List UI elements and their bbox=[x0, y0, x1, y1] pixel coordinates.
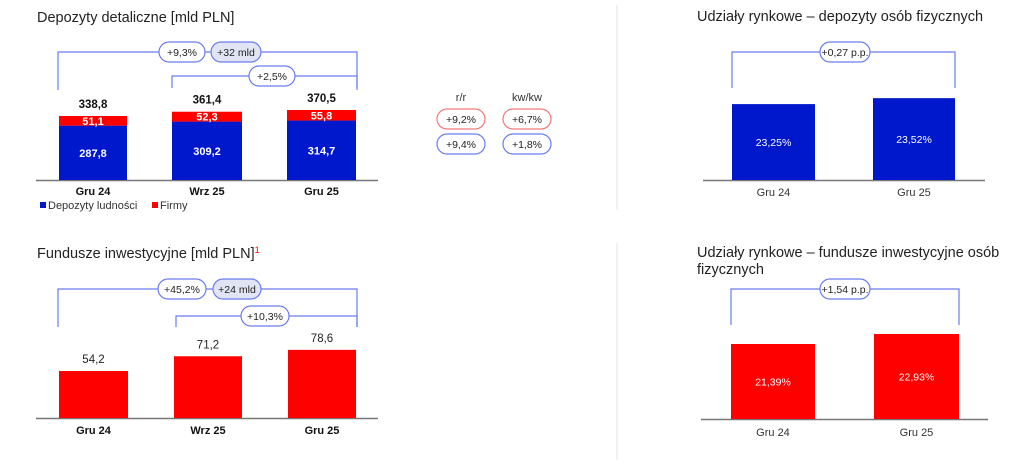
chart-title-line1: Udziały rynkowe – fundusze inwestycyjne … bbox=[697, 245, 999, 261]
category-label: Gru 25 bbox=[304, 186, 339, 198]
pill-pct-yoy bbox=[158, 41, 206, 63]
pill-pct-qoq-label: +10,3% bbox=[247, 311, 283, 323]
bar-fundusze bbox=[174, 356, 242, 418]
data-label-firmy: 55,8 bbox=[311, 110, 332, 122]
data-label: 54,2 bbox=[82, 354, 104, 366]
category-label: Gru 25 bbox=[897, 187, 931, 199]
category-label: Gru 25 bbox=[305, 425, 340, 437]
chart-title: Udziały rynkowe – depozyty osób fizyczny… bbox=[697, 9, 983, 25]
growth-ludnosci-rr-label: +9,4% bbox=[446, 139, 476, 151]
data-label: 78,6 bbox=[311, 333, 333, 345]
pill-pct-yoy-label: +9,3% bbox=[167, 47, 197, 59]
growth-ludnosci-rr bbox=[436, 133, 486, 155]
total-label: 338,8 bbox=[79, 99, 108, 111]
chart-title-line2: fizycznych bbox=[697, 262, 764, 278]
pill-pct-yoy-label: +45,2% bbox=[164, 284, 200, 296]
bar-firmy bbox=[172, 111, 242, 122]
pill-pct-qoq bbox=[248, 65, 296, 87]
pill-change bbox=[819, 41, 871, 63]
category-label: Wrz 25 bbox=[190, 425, 225, 437]
data-label: 23,52% bbox=[896, 134, 932, 146]
category-label: Wrz 25 bbox=[189, 186, 224, 198]
footnote-marker: 1 bbox=[255, 245, 260, 255]
bar-share bbox=[874, 333, 959, 419]
growth-header-rr: r/r bbox=[456, 92, 467, 104]
bar-depozyty-ludnosci bbox=[172, 121, 242, 180]
growth-firmy-rr bbox=[436, 108, 486, 130]
data-label: 71,2 bbox=[197, 339, 219, 351]
bar-fundusze bbox=[288, 349, 356, 418]
data-label: 22,93% bbox=[899, 371, 935, 383]
pill-change-label: +0,27 p.p. bbox=[822, 47, 869, 59]
data-label: 21,39% bbox=[755, 376, 791, 388]
pill-pct-qoq bbox=[240, 305, 290, 327]
growth-firmy-kwkw-label: +6,7% bbox=[512, 114, 542, 126]
bar-depozyty-ludnosci bbox=[59, 125, 127, 180]
pill-abs-yoy-label: +32 mld bbox=[217, 47, 255, 59]
bar-fundusze bbox=[59, 371, 128, 418]
data-label: 23,25% bbox=[756, 137, 792, 149]
data-label-ludnosci: 287,8 bbox=[79, 148, 107, 160]
bar-depozyty-ludnosci bbox=[287, 120, 356, 180]
pill-pct-yoy bbox=[157, 278, 207, 300]
pill-pct-qoq-label: +2,5% bbox=[257, 71, 287, 83]
bar-share bbox=[731, 343, 815, 419]
bar-firmy bbox=[287, 110, 356, 121]
pill-change bbox=[819, 278, 871, 300]
data-label-firmy: 51,1 bbox=[82, 116, 103, 128]
growth-header-kwkw: kw/kw bbox=[512, 92, 542, 104]
bracket-gru24-gru25 bbox=[57, 288, 358, 327]
data-label-ludnosci: 314,7 bbox=[308, 145, 336, 157]
bracket-gru24-gru25 bbox=[57, 51, 358, 90]
bar-share bbox=[732, 104, 815, 180]
category-label: Gru 24 bbox=[76, 425, 112, 437]
pill-abs-yoy bbox=[210, 41, 262, 63]
total-label: 361,4 bbox=[193, 95, 222, 107]
pill-abs-yoy bbox=[212, 278, 262, 300]
legend-swatch-firmy bbox=[152, 202, 158, 208]
bar-firmy bbox=[59, 115, 127, 126]
total-label: 370,5 bbox=[307, 93, 336, 105]
category-label: Gru 24 bbox=[757, 187, 791, 199]
growth-ludnosci-kwkw bbox=[502, 133, 552, 155]
legend-swatch-ludnosci bbox=[40, 202, 46, 208]
category-label: Gru 25 bbox=[900, 427, 934, 439]
legend-label: Firmy bbox=[160, 200, 188, 212]
pill-change-label: +1,54 p.p. bbox=[822, 284, 869, 296]
chart-title: Depozyty detaliczne [mld PLN] bbox=[37, 10, 234, 26]
bar-share bbox=[873, 98, 955, 180]
data-label-firmy: 52,3 bbox=[196, 112, 217, 124]
pill-abs-yoy-label: +24 mld bbox=[218, 284, 256, 296]
legend-label: Depozyty ludności bbox=[48, 200, 137, 212]
category-label: Gru 24 bbox=[76, 186, 112, 198]
growth-firmy-kwkw bbox=[502, 108, 552, 130]
growth-firmy-rr-label: +9,2% bbox=[446, 114, 476, 126]
growth-ludnosci-kwkw-label: +1,8% bbox=[512, 139, 542, 151]
data-label-ludnosci: 309,2 bbox=[193, 146, 221, 158]
chart-title: Fundusze inwestycyjne [mld PLN]1 bbox=[37, 245, 260, 262]
category-label: Gru 24 bbox=[756, 427, 790, 439]
